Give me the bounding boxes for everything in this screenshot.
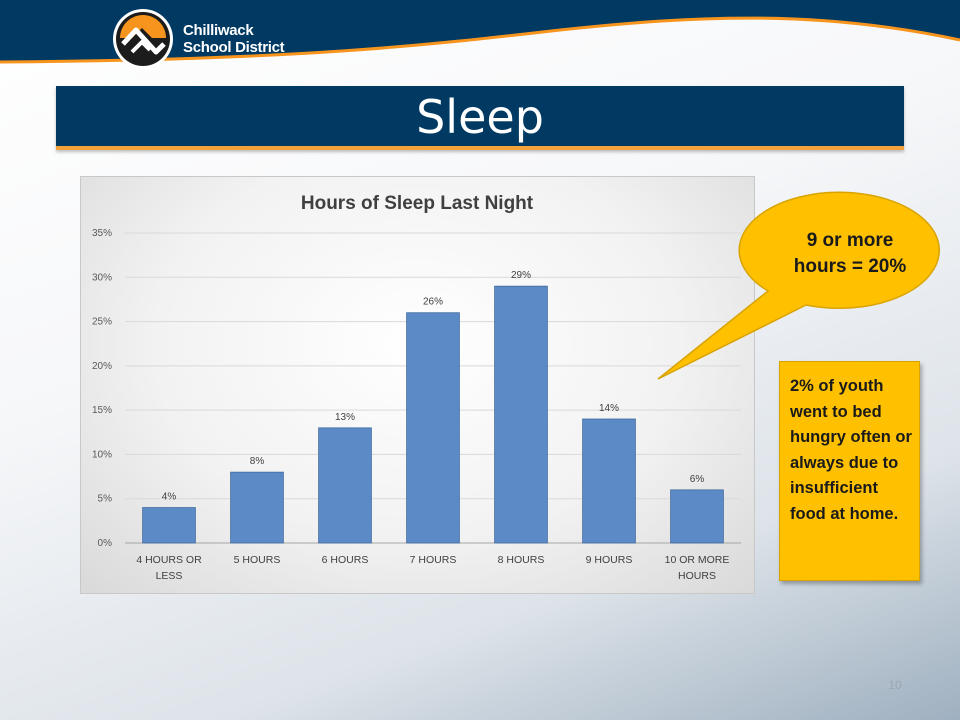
x-tick-label: 9 HOURS: [586, 554, 633, 566]
bar: [142, 507, 196, 544]
x-tick-label: 6 HOURS: [322, 554, 369, 566]
org-name: Chilliwack School District: [183, 22, 285, 56]
bar: [582, 418, 636, 544]
bar: [670, 489, 724, 544]
x-tick-label: 4 HOURS OR: [136, 554, 202, 566]
x-tick-label: LESS: [156, 570, 183, 582]
district-logo: [113, 9, 173, 69]
y-tick-label: 10%: [92, 449, 112, 460]
chart-area: Hours of Sleep Last Night 0% 5% 10% 15% 20% 2…: [80, 176, 755, 594]
y-tick-label: 35%: [92, 228, 112, 239]
data-labels: 4% 8% 13% 26% 29% 14% 6%: [162, 270, 705, 502]
y-axis: 0% 5% 10% 15% 20% 25% 30% 35%: [92, 228, 112, 549]
data-label: 4%: [162, 492, 177, 503]
x-tick-label: HOURS: [678, 570, 716, 582]
bars: [142, 285, 724, 544]
callout-line1: 9 or more: [806, 230, 894, 251]
y-tick-label: 0%: [98, 538, 113, 549]
bar: [318, 427, 372, 544]
y-tick-label: 15%: [92, 405, 112, 416]
callout-line2: hours = 20%: [793, 256, 907, 277]
y-tick-label: 25%: [92, 317, 112, 328]
org-name-line1: Chilliwack: [183, 22, 254, 39]
chart-title: Hours of Sleep Last Night: [301, 193, 534, 214]
data-label: 29%: [511, 270, 531, 281]
org-name-line2: School District: [183, 39, 285, 56]
data-label: 6%: [690, 474, 705, 485]
data-label: 26%: [423, 297, 443, 308]
page-number: 10: [888, 678, 902, 692]
note-text: 2% of youth went to bed hungry often or …: [790, 377, 912, 523]
x-tick-label: 10 OR MORE: [665, 554, 730, 566]
x-tick-label: 7 HOURS: [410, 554, 457, 566]
bar: [494, 285, 548, 544]
title-bar: Sleep: [56, 86, 904, 150]
bar: [406, 312, 460, 544]
y-tick-label: 5%: [98, 494, 113, 505]
note-box: 2% of youth went to bed hungry often or …: [779, 361, 920, 581]
data-label: 13%: [335, 412, 355, 423]
y-tick-label: 30%: [92, 272, 112, 283]
bar-chart: Hours of Sleep Last Night 0% 5% 10% 15% 20% 2…: [92, 193, 741, 582]
slide-title: Sleep: [416, 90, 544, 144]
y-tick-label: 20%: [92, 361, 112, 372]
header-band: [0, 0, 960, 64]
x-tick-label: 5 HOURS: [234, 554, 281, 566]
callout-text: 9 or more hours = 20%: [752, 228, 948, 280]
data-label: 14%: [599, 403, 619, 414]
x-axis: 4 HOURS OR LESS 5 HOURS 6 HOURS 7 HOURS 8 HOU…: [136, 554, 729, 582]
x-tick-label: 8 HOURS: [498, 554, 545, 566]
data-label: 8%: [250, 456, 265, 467]
bar: [230, 471, 284, 544]
